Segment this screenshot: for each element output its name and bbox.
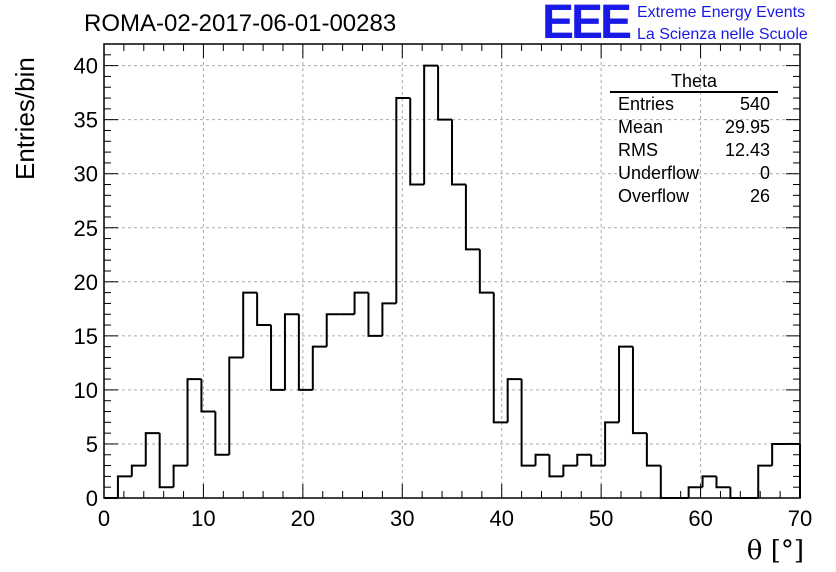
histogram-bin — [771, 442, 787, 466]
y-tick-label: 25 — [74, 216, 98, 241]
x-tick-label: 60 — [688, 506, 712, 531]
histogram-bin — [590, 454, 606, 467]
tick-labels: 0 10 20 30 40 50 60 70 0 5 10 15 20 25 30 35 40 — [74, 54, 813, 531]
stats-box: Theta Entries 540 Mean 29.95 RMS 12.43 U… — [610, 71, 778, 208]
axis-ticks — [103, 43, 801, 499]
x-tick-label: 40 — [489, 506, 513, 531]
y-tick-label: 40 — [74, 54, 98, 79]
histogram-bin — [687, 486, 703, 498]
stats-label: Mean — [618, 117, 664, 137]
x-tick-label: 20 — [291, 506, 315, 531]
histogram-bin — [116, 475, 132, 498]
x-tick-label: 0 — [98, 506, 110, 531]
stats-row: Mean 29.95 — [610, 116, 778, 139]
histogram-bin — [576, 453, 592, 466]
eee-logo: EEE — [542, 0, 632, 49]
y-tick-label: 0 — [86, 486, 98, 511]
stats-title: Theta — [610, 71, 778, 93]
histogram-bin — [186, 378, 202, 466]
x-tick-label: 70 — [788, 506, 812, 531]
histogram-bars — [104, 64, 801, 499]
histogram-bin — [492, 292, 508, 424]
histogram-bin — [297, 314, 313, 391]
histogram-bin — [395, 97, 411, 304]
histogram-bin — [548, 454, 564, 478]
histogram-bin — [618, 345, 633, 423]
histogram-bin — [520, 379, 536, 467]
run-title: ROMA-02-2017-06-01-00283 — [84, 10, 397, 37]
histogram-bin — [659, 465, 675, 499]
histogram-bin — [478, 249, 494, 294]
histogram-bin — [144, 432, 160, 466]
histogram-bin — [353, 291, 369, 315]
stats-value: 12.43 — [724, 140, 770, 160]
histogram-bin — [437, 65, 452, 121]
histogram-bin — [423, 64, 439, 185]
stats-label: Underflow — [618, 163, 700, 183]
histogram-bin — [715, 476, 731, 489]
y-tick-label: 5 — [86, 432, 98, 457]
histogram-bin — [311, 345, 327, 390]
histogram-bin — [381, 302, 397, 336]
y-tick-label: 10 — [74, 378, 98, 403]
stats-row: Underflow 0 — [610, 162, 778, 185]
y-tick-label: 30 — [74, 162, 98, 187]
histogram-bin — [451, 119, 466, 186]
histogram-bin — [270, 325, 285, 391]
stats-value: 0 — [759, 163, 770, 183]
stats-label: RMS — [618, 140, 658, 160]
histogram-bin — [729, 487, 745, 499]
histogram-bin — [701, 475, 717, 488]
histogram-bin — [242, 291, 258, 358]
stats-value: 540 — [739, 94, 770, 114]
histogram-bin — [228, 356, 244, 455]
histogram-bin — [562, 464, 578, 477]
histogram-bin — [464, 184, 480, 251]
y-axis-label: Entries/bin — [10, 57, 40, 180]
logo-tagline-1: Extreme Energy Events — [637, 4, 806, 21]
stats-value: 26 — [749, 186, 770, 206]
y-tick-label: 35 — [74, 108, 98, 133]
histogram-bin — [631, 346, 647, 435]
x-axis-label: θ [°] — [746, 536, 804, 566]
histogram-bin — [645, 433, 661, 467]
histogram-bin — [214, 411, 230, 456]
stats-value: 29.95 — [724, 117, 770, 137]
histogram-bin — [172, 464, 188, 488]
y-tick-label: 20 — [74, 270, 98, 295]
histogram-bin — [506, 378, 522, 423]
histogram-bin — [367, 292, 383, 337]
histogram-bin — [325, 313, 341, 347]
histogram-bin — [158, 433, 174, 489]
histogram-bin — [130, 464, 146, 477]
histogram-bin — [757, 464, 773, 498]
stats-row: Overflow 26 — [610, 185, 778, 208]
y-tick-label: 15 — [74, 324, 98, 349]
grid-lines — [104, 44, 800, 498]
x-tick-label: 30 — [390, 506, 414, 531]
histogram-bin — [283, 313, 299, 390]
histogram-bin — [256, 292, 272, 327]
histogram-bin — [409, 98, 425, 186]
stats-label: Overflow — [618, 186, 690, 206]
histogram-bin — [200, 379, 216, 413]
histogram-bin — [534, 453, 550, 466]
logo-tagline-2: La Scienza nelle Scuole — [637, 26, 808, 43]
stats-row: Entries 540 — [610, 93, 778, 116]
x-tick-label: 10 — [191, 506, 215, 531]
histogram-bin — [604, 421, 620, 466]
x-tick-label: 50 — [589, 506, 613, 531]
stats-row: RMS 12.43 — [610, 139, 778, 162]
stats-label: Entries — [618, 94, 675, 114]
